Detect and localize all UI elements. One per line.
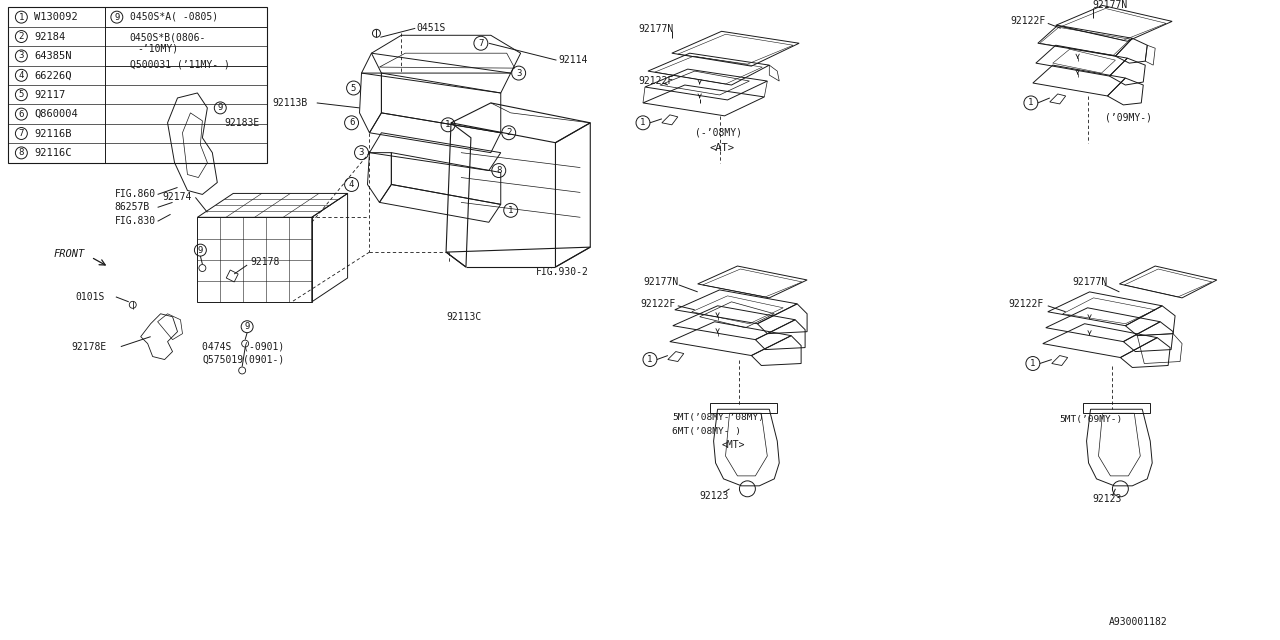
Text: 92177N: 92177N	[1073, 277, 1108, 287]
Text: 5MT(’09MY-): 5MT(’09MY-)	[1060, 415, 1123, 424]
Text: 92177N: 92177N	[637, 24, 673, 35]
Text: 1: 1	[445, 120, 451, 129]
Text: 0450S*B(0806-: 0450S*B(0806-	[129, 33, 206, 42]
Text: 92122F: 92122F	[1010, 17, 1046, 26]
Text: 6MT(’08MY- ): 6MT(’08MY- )	[672, 427, 741, 436]
Text: 0451S: 0451S	[416, 23, 445, 33]
Text: <MT>: <MT>	[722, 440, 745, 450]
Text: 6: 6	[349, 118, 355, 127]
Text: 2: 2	[506, 128, 512, 137]
Text: 1: 1	[640, 118, 645, 127]
Text: A930001182: A930001182	[1108, 617, 1167, 627]
Text: Q860004: Q860004	[35, 109, 78, 119]
Text: 1: 1	[19, 13, 24, 22]
Text: 92184: 92184	[35, 31, 65, 42]
Text: 92123: 92123	[1093, 494, 1121, 504]
Text: FIG.930-2: FIG.930-2	[535, 267, 589, 277]
Text: (’09MY-): (’09MY-)	[1106, 113, 1152, 123]
Text: 7: 7	[19, 129, 24, 138]
Text: 4: 4	[19, 71, 24, 80]
Text: 9: 9	[197, 246, 204, 255]
Text: FIG.860: FIG.860	[115, 189, 156, 200]
Text: 9: 9	[218, 104, 223, 113]
Text: 92174: 92174	[163, 193, 192, 202]
Text: 92116C: 92116C	[35, 148, 72, 158]
Text: 5MT(’08MY-’08MY): 5MT(’08MY-’08MY)	[672, 413, 764, 422]
Text: 92113C: 92113C	[445, 312, 481, 322]
Text: 0474S  (-0901): 0474S (-0901)	[202, 342, 284, 351]
Text: FRONT: FRONT	[54, 249, 84, 259]
Text: FIG.830: FIG.830	[115, 216, 156, 227]
Text: 9: 9	[244, 322, 250, 332]
Text: 7: 7	[479, 39, 484, 48]
Text: <AT>: <AT>	[709, 143, 735, 153]
Text: 92113B: 92113B	[273, 98, 307, 108]
Text: 3: 3	[516, 68, 521, 77]
Text: 92177N: 92177N	[1093, 1, 1128, 10]
Text: 5: 5	[19, 90, 24, 99]
Text: -’10MY): -’10MY)	[138, 43, 179, 53]
Text: 3: 3	[358, 148, 365, 157]
Text: 8: 8	[497, 166, 502, 175]
Text: 1: 1	[1030, 359, 1036, 368]
Bar	[1083, 403, 1151, 413]
Bar	[709, 403, 777, 413]
Text: 9: 9	[114, 13, 119, 22]
Text: (-’08MY): (-’08MY)	[695, 128, 741, 138]
Text: 8: 8	[19, 148, 24, 157]
Bar	[9, 8, 268, 163]
Text: 6: 6	[19, 109, 24, 118]
Text: Q500031 (’11MY- ): Q500031 (’11MY- )	[129, 60, 229, 70]
Text: 92122F: 92122F	[637, 76, 673, 86]
Text: 92122F: 92122F	[640, 299, 676, 309]
Text: 92177N: 92177N	[643, 277, 678, 287]
Text: 1: 1	[648, 355, 653, 364]
Text: 1: 1	[508, 206, 513, 215]
Text: 64385N: 64385N	[35, 51, 72, 61]
Text: 92116B: 92116B	[35, 129, 72, 138]
Text: 92123: 92123	[700, 491, 730, 500]
Text: 92114: 92114	[558, 55, 588, 65]
Text: Q575019(0901-): Q575019(0901-)	[202, 355, 284, 365]
Text: 66226Q: 66226Q	[35, 70, 72, 80]
Text: 2: 2	[19, 32, 24, 41]
Text: 5: 5	[351, 83, 356, 93]
Text: 92178E: 92178E	[72, 342, 106, 351]
Text: 92178: 92178	[250, 257, 279, 267]
Text: 92117: 92117	[35, 90, 65, 100]
Text: 1: 1	[1028, 99, 1033, 108]
Text: 0450S*A( -0805): 0450S*A( -0805)	[129, 11, 218, 21]
Text: 92183E: 92183E	[224, 118, 260, 128]
Text: 92122F: 92122F	[1007, 299, 1043, 309]
Text: W130092: W130092	[35, 12, 78, 22]
Text: 0101S: 0101S	[76, 292, 105, 302]
Text: 86257B: 86257B	[115, 202, 150, 212]
Text: 3: 3	[19, 51, 24, 60]
Text: 4: 4	[349, 180, 355, 189]
